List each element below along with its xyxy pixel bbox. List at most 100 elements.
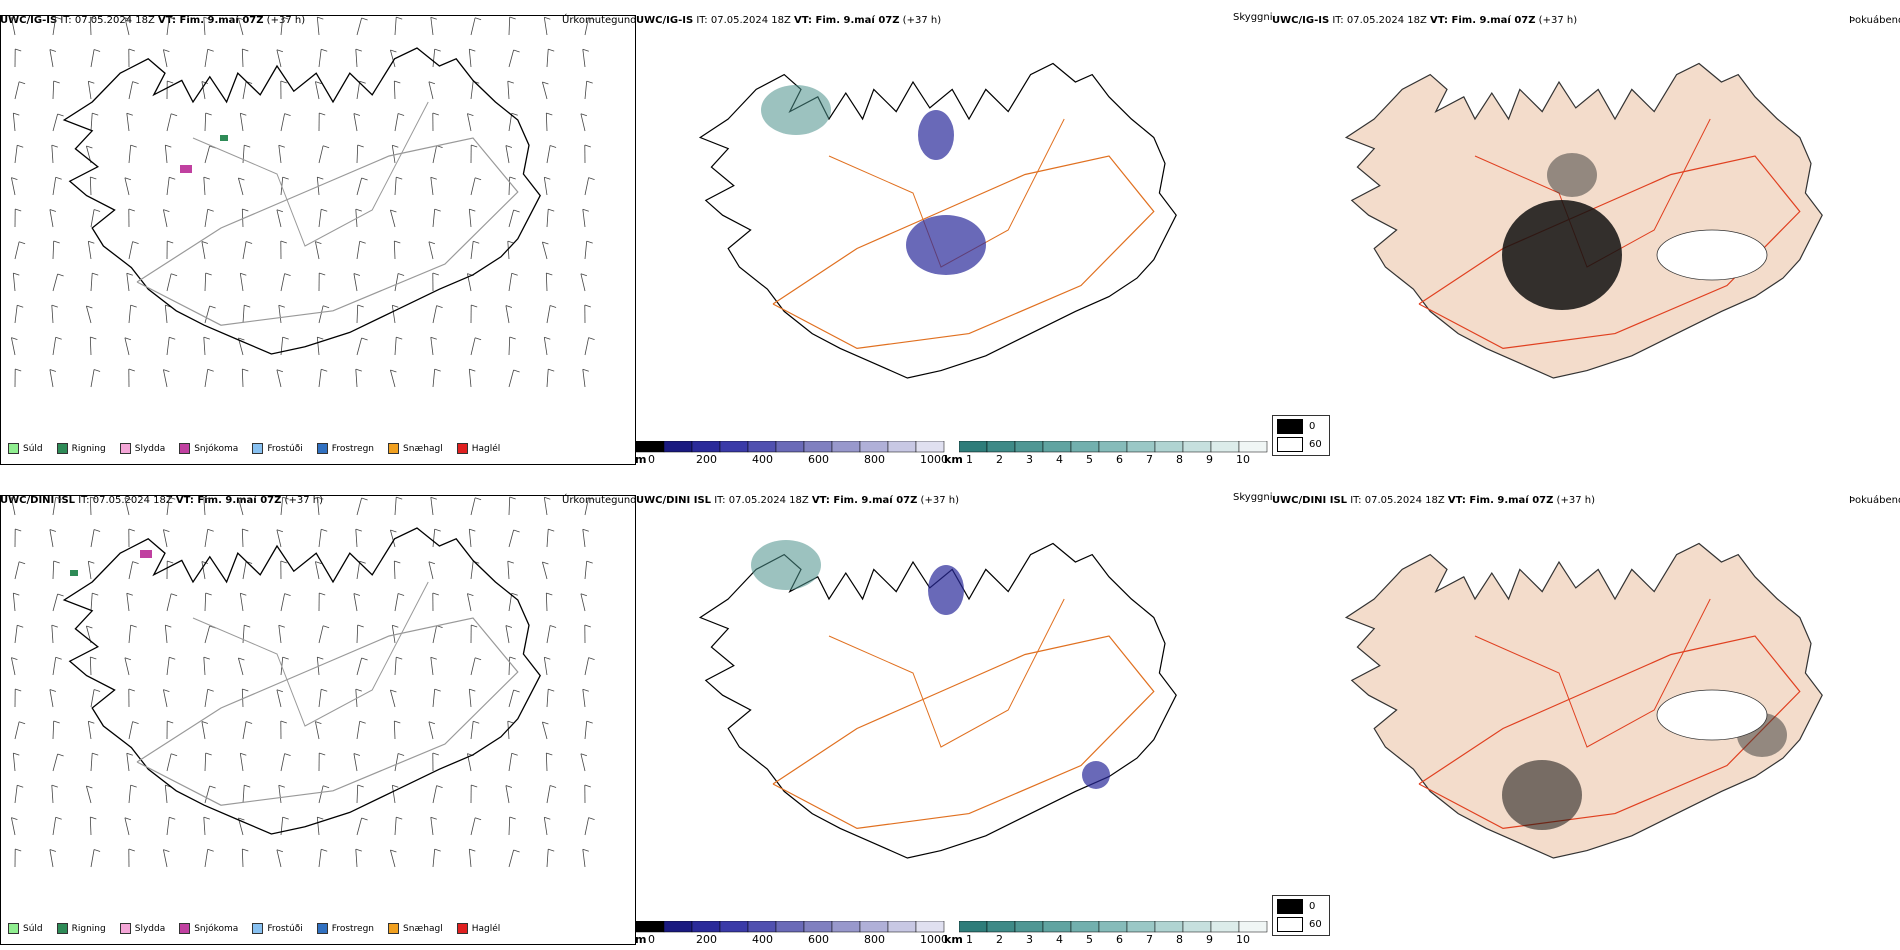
- legend-label: 0: [1309, 421, 1316, 432]
- scale-tick-m: 400: [752, 453, 773, 466]
- valid-time: VT: Fim. 9.maí 07Z: [794, 15, 900, 26]
- init-time: IT: 07.05.2024 18Z: [1347, 495, 1448, 506]
- legend-swatch: [316, 923, 328, 934]
- scale-tick-km: 8: [1176, 933, 1183, 946]
- scale-tick-m: 1000: [920, 453, 948, 466]
- lead-time: (+37 h): [899, 15, 942, 26]
- visibility-map: [698, 62, 1177, 379]
- legend-label: Frostregn: [331, 923, 375, 934]
- visibility-panel: UWC/IG-IS IT: 07.05.2024 18Z VT: Fim. 9.…: [635, 12, 1273, 466]
- scale-tick-m: 800: [864, 933, 885, 946]
- visibility-scale-km: [959, 441, 1268, 453]
- legend-label: 60: [1309, 439, 1322, 450]
- roads: [772, 598, 1155, 830]
- legend-label: Haglél: [471, 443, 501, 454]
- legend-swatch: [1277, 437, 1303, 452]
- precip-type-map: [0, 495, 636, 945]
- panel-header: UWC/DINI ISL IT: 07.05.2024 18Z VT: Fim.…: [636, 495, 959, 506]
- fog-area: [1502, 760, 1582, 830]
- scale-tick-km: 4: [1056, 933, 1063, 946]
- scale-tick-km: 9: [1206, 453, 1213, 466]
- fog-index-panel: UWC/DINI ISL IT: 07.05.2024 18Z VT: Fim.…: [1272, 495, 1900, 945]
- lead-time: (+37 h): [1553, 495, 1595, 506]
- scale-tick-m: 800: [864, 453, 885, 466]
- panel-title: Úrkomutegund: [562, 495, 637, 506]
- precip-legend-item: Frostregn: [316, 923, 375, 934]
- precip-type-panel: UWC/IG-IS IT: 07.05.2024 18Z VT: Fim. 9.…: [0, 15, 637, 465]
- valid-time: VT: Fim. 9.maí 07Z: [811, 495, 918, 506]
- legend-label: Slydda: [134, 923, 166, 934]
- panel-header: UWC/IG-IS IT: 07.05.2024 18Z VT: Fim. 9.…: [0, 15, 305, 26]
- panel-title: Þokuábendi: [1849, 495, 1900, 506]
- panel-title: Skyggni: [1233, 492, 1273, 503]
- legend-label: 60: [1309, 919, 1322, 930]
- visibility-scale-m: [636, 441, 945, 453]
- fog-map: [1344, 62, 1823, 379]
- fog-area: [1547, 153, 1597, 197]
- init-time: IT: 07.05.2024 18Z: [711, 495, 812, 506]
- precip-legend-item: Súld: [8, 443, 43, 454]
- wind-barbs: [11, 496, 595, 868]
- scale-tick-km: 1: [966, 453, 973, 466]
- model-name: UWC/IG-IS: [0, 15, 58, 26]
- low-visibility-area: [761, 85, 831, 135]
- scale-tick-m: 0: [648, 933, 655, 946]
- low-visibility-area: [918, 110, 954, 160]
- precip-legend-item: Snjókoma: [179, 923, 238, 934]
- legend-swatch: [119, 443, 131, 454]
- legend-swatch: [388, 443, 400, 454]
- legend-swatch: [252, 923, 264, 934]
- fog-area: [1502, 200, 1622, 310]
- scale-tick-km: 6: [1116, 933, 1123, 946]
- fog-legend: 0 60: [1272, 895, 1330, 936]
- scale-tick-km: 7: [1146, 933, 1153, 946]
- glacier: [1656, 229, 1768, 281]
- init-time: IT: 07.05.2024 18Z: [1329, 15, 1431, 26]
- legend-swatch: [179, 443, 191, 454]
- scale-unit-km: km: [944, 453, 963, 466]
- scale-tick-km: 1: [966, 933, 973, 946]
- scale-tick-km: 9: [1206, 933, 1213, 946]
- valid-time: VT: Fim. 9.maí 07Z: [1430, 15, 1536, 26]
- precip-legend-item: Haglél: [456, 443, 501, 454]
- fog-legend-item: 0: [1277, 899, 1325, 914]
- panel-header: UWC/DINI ISL IT: 07.05.2024 18Z VT: Fim.…: [1272, 495, 1595, 506]
- iceland-land: [1344, 542, 1823, 859]
- legend-label: Frostúði: [267, 923, 303, 934]
- panel-header: UWC/IG-IS IT: 07.05.2024 18Z VT: Fim. 9.…: [1272, 15, 1577, 26]
- scale-unit-m: m: [635, 933, 647, 946]
- lead-time: (+37 h): [1535, 15, 1578, 26]
- rain-area: [70, 570, 78, 576]
- scale-tick-m: 600: [808, 933, 829, 946]
- panel-title: Þokuábendi: [1849, 15, 1900, 26]
- precip-legend-item: Frostúði: [252, 923, 303, 934]
- iceland-coastline: [698, 542, 1177, 859]
- scale-tick-km: 3: [1026, 933, 1033, 946]
- legend-swatch: [1277, 917, 1303, 932]
- scale-tick-km: 7: [1146, 453, 1153, 466]
- legend-label: Súld: [23, 923, 43, 934]
- legend-swatch: [456, 923, 468, 934]
- scale-tick-km: 2: [996, 933, 1003, 946]
- precip-legend-item: Slydda: [119, 443, 165, 454]
- precip-legend-item: Frostregn: [316, 443, 374, 454]
- legend-swatch: [1277, 419, 1303, 434]
- legend-label: Rigning: [71, 923, 106, 934]
- low-visibility-area: [928, 565, 964, 615]
- scale-tick-m: 0: [648, 453, 655, 466]
- scale-tick-km: 2: [996, 453, 1003, 466]
- legend-swatch: [119, 923, 131, 934]
- fog-legend-item: 60: [1277, 917, 1325, 932]
- precip-legend-item: Snæhagl: [388, 443, 443, 454]
- scale-tick-m: 200: [696, 933, 717, 946]
- scale-tick-km: 6: [1116, 453, 1123, 466]
- legend-label: Snjókoma: [194, 443, 239, 454]
- precip-legend-item: Slydda: [119, 923, 166, 934]
- valid-time: VT: Fim. 9.maí 07Z: [175, 495, 282, 506]
- visibility-scale-m: [636, 921, 945, 933]
- model-name: UWC/DINI ISL: [0, 495, 76, 506]
- precip-type-map: [0, 15, 636, 465]
- fog-index-panel: UWC/IG-IS IT: 07.05.2024 18Z VT: Fim. 9.…: [1272, 15, 1900, 465]
- legend-swatch: [1277, 899, 1303, 914]
- legend-label: Frostúði: [267, 443, 303, 454]
